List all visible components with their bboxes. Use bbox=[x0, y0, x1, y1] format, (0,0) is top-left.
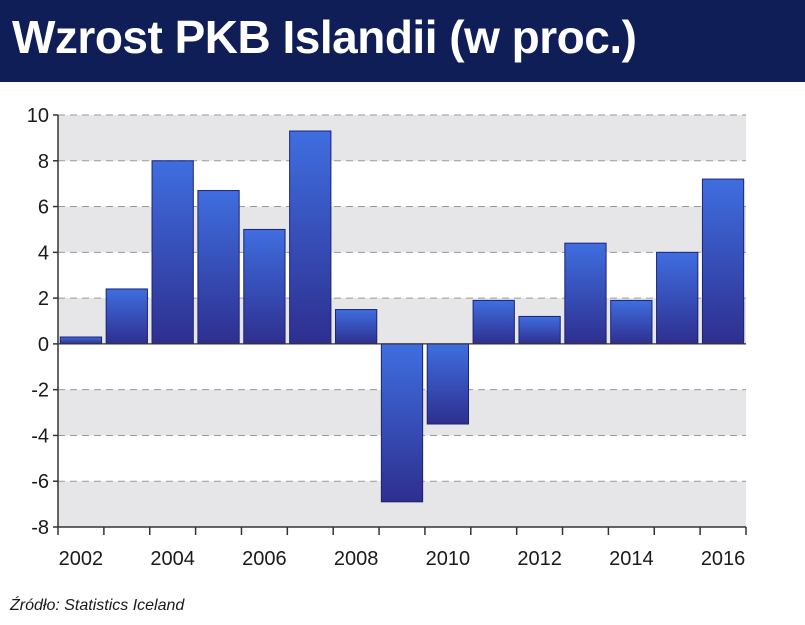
y-tick-label-2: 2 bbox=[38, 288, 49, 310]
y-tick-label-8: 8 bbox=[38, 151, 49, 173]
y-tick-label--4: -4 bbox=[31, 425, 49, 447]
chart-title: Wzrost PKB Islandii (w proc.) bbox=[12, 11, 637, 63]
y-tick-label-0: 0 bbox=[38, 334, 49, 356]
bar-2011 bbox=[472, 299, 515, 345]
x-tick-labels: 2002 2004 2006 2008 2010 2012 2014 2016 bbox=[59, 548, 746, 570]
bar-2014 bbox=[610, 299, 653, 345]
bars bbox=[59, 130, 745, 503]
bar-2002 bbox=[59, 336, 103, 345]
bar-2009 bbox=[380, 343, 424, 503]
bar-2008 bbox=[334, 309, 378, 345]
bar-2006 bbox=[243, 228, 286, 345]
source-note: Źródło: Statistics Iceland bbox=[10, 597, 185, 614]
x-tick-label-2004: 2004 bbox=[150, 548, 195, 570]
band-8-10 bbox=[58, 115, 746, 161]
bar-2010 bbox=[426, 343, 470, 425]
x-tick-label-2016: 2016 bbox=[701, 548, 746, 570]
y-tick-label--8: -8 bbox=[31, 517, 49, 539]
x-tick-label-2002: 2002 bbox=[59, 548, 104, 570]
bar-2012 bbox=[518, 315, 561, 345]
y-tick-label-6: 6 bbox=[38, 197, 49, 219]
bar-2016 bbox=[701, 178, 745, 345]
axes bbox=[53, 114, 747, 535]
bar-2013 bbox=[564, 242, 607, 345]
x-tick-label-2010: 2010 bbox=[426, 548, 471, 570]
y-tick-label-10: 10 bbox=[27, 105, 49, 127]
bar-2004 bbox=[151, 160, 194, 345]
header-bar: Wzrost PKB Islandii (w proc.) bbox=[0, 0, 805, 82]
bar-2005 bbox=[197, 190, 240, 345]
bar-2015 bbox=[656, 251, 699, 345]
x-tick-label-2014: 2014 bbox=[609, 548, 654, 570]
y-tick-label--6: -6 bbox=[31, 471, 49, 493]
x-tick-label-2006: 2006 bbox=[242, 548, 287, 570]
bar-chart: -8 -6 -4 -2 0 2 4 6 8 10 2002 2004 2006 2008 2010 2012… bbox=[27, 105, 747, 570]
x-tick-label-2012: 2012 bbox=[517, 548, 562, 570]
y-tick-label--2: -2 bbox=[31, 380, 49, 402]
chart-area: -8 -6 -4 -2 0 2 4 6 8 10 2002 2004 2006 2008 2010 2012… bbox=[0, 82, 805, 625]
x-tick-label-2008: 2008 bbox=[334, 548, 379, 570]
y-tick-label-4: 4 bbox=[38, 242, 49, 264]
y-tick-labels: -8 -6 -4 -2 0 2 4 6 8 10 bbox=[27, 105, 49, 539]
bar-2003 bbox=[105, 288, 148, 345]
bar-2007 bbox=[289, 130, 332, 345]
